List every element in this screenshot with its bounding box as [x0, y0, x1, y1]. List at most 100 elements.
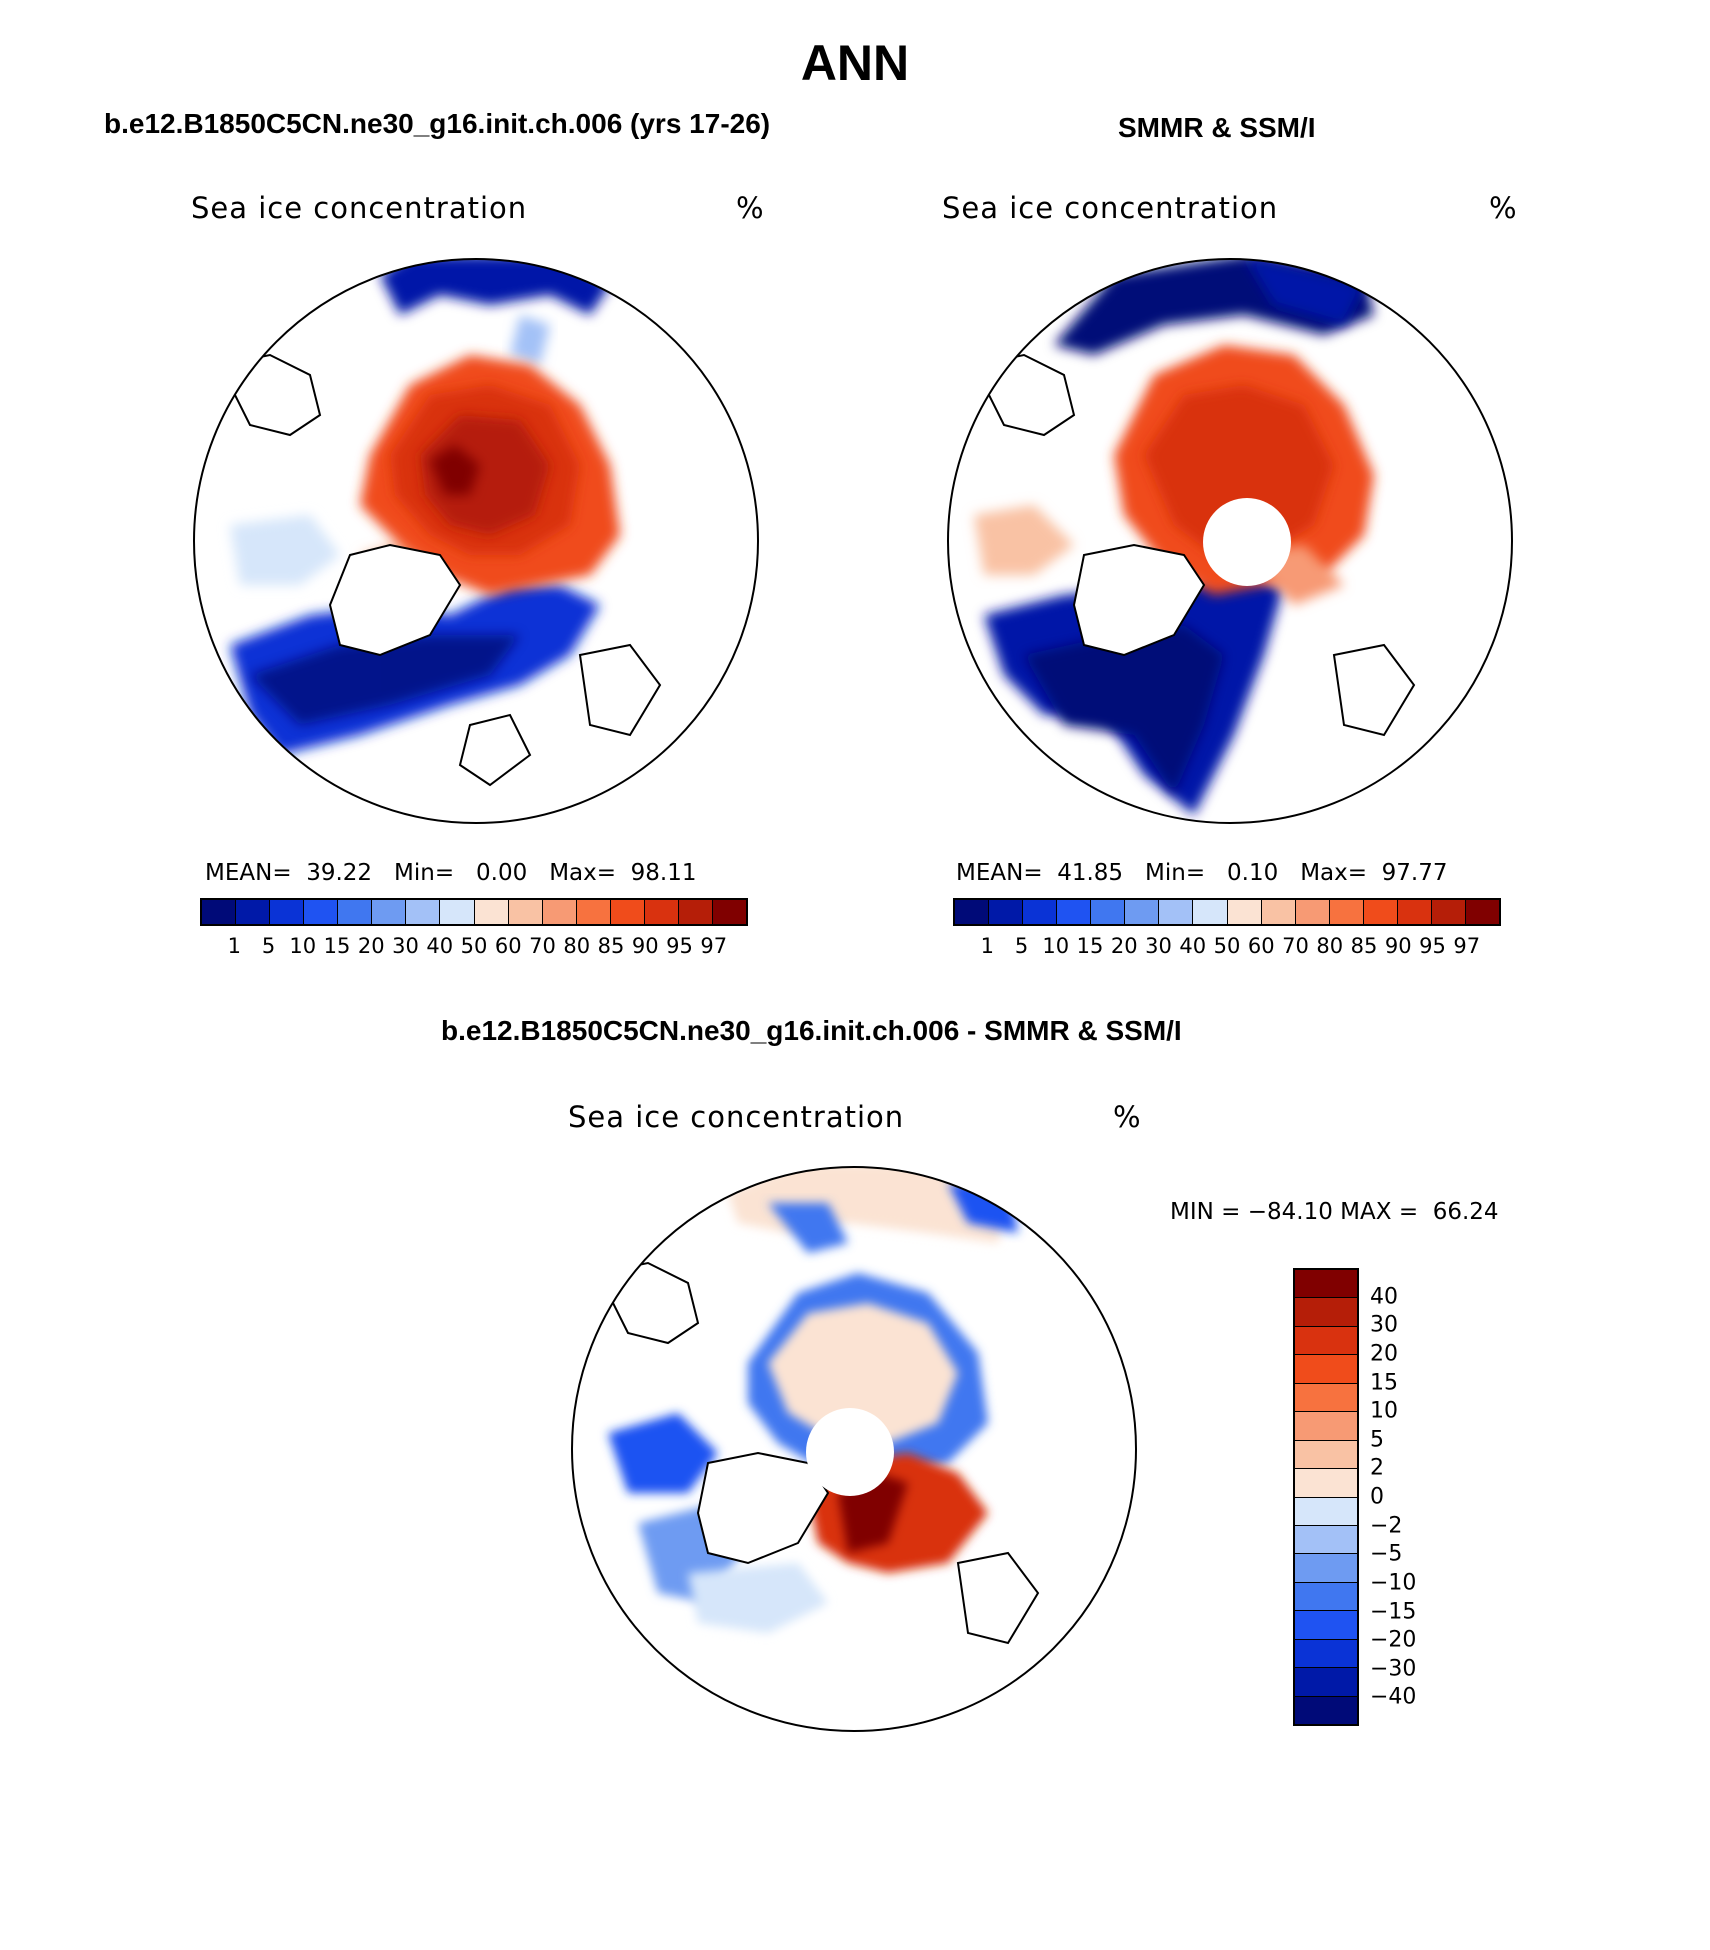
diff-colorbar-cell: [1295, 1469, 1357, 1498]
obs-colorbar-cell: [1295, 900, 1330, 924]
obs-colorbar-tick-label: 50: [1213, 934, 1241, 958]
model-colorbar-tick-label: 97: [700, 934, 728, 958]
diff-colorbar-cell: [1295, 1582, 1357, 1612]
model-colorbar-cell: [712, 900, 746, 924]
diff-colorbar-labels: 40 30 20 15 10 5 2 0 −2 −5 −10 −15 −20 −30 −40: [1370, 1268, 1450, 1726]
obs-unit-label: %: [1489, 191, 1517, 225]
obs-mean-label: MEAN=: [956, 860, 1043, 886]
model-colorbar-cell: [508, 900, 543, 924]
model-colorbar-tick-label: 1: [227, 934, 241, 958]
model-colorbar-cell: [338, 900, 373, 924]
obs-colorbar-tick-label: 60: [1247, 934, 1275, 958]
diff-colorbar-cell: [1295, 1298, 1357, 1327]
model-colorbar-cell: [440, 900, 475, 924]
model-colorbar-labels: 1 5 10 15 20 30 40 50 60 70 80 85 90 95 97: [200, 934, 748, 960]
model-colorbar-tick-label: 15: [323, 934, 351, 958]
model-colorbar-tick-label: 30: [392, 934, 419, 958]
diff-colorbar-tick-label: −15: [1370, 1599, 1417, 1624]
model-colorbar-tick-label: 20: [357, 934, 385, 958]
obs-polar-map: [947, 258, 1513, 824]
obs-colorbar-tick-label: 40: [1179, 934, 1207, 958]
model-mean-value: 39.22: [306, 860, 373, 886]
page-title: ANN: [800, 35, 910, 91]
model-colorbar-cell: [270, 900, 305, 924]
diff-max-value: 66.24: [1432, 1199, 1499, 1225]
model-colorbar-tick-label: 5: [261, 934, 276, 958]
model-colorbar-cell: [610, 900, 645, 924]
obs-colorbar: [953, 898, 1501, 926]
diff-colorbar-cell: [1295, 1611, 1357, 1640]
obs-colorbar-cell: [1465, 900, 1499, 924]
obs-colorbar-cell: [1091, 900, 1126, 924]
diff-colorbar-cell: [1295, 1525, 1357, 1555]
model-colorbar-cell: [678, 900, 713, 924]
model-stats: MEAN= 39.22 Min= 0.00 Max= 98.11: [205, 860, 697, 886]
obs-colorbar-tick-label: 15: [1076, 934, 1104, 958]
diff-colorbar-cell: [1295, 1270, 1357, 1299]
obs-mean-value: 41.85: [1057, 860, 1124, 886]
obs-min-value: 0.10: [1227, 860, 1279, 886]
diff-plot-label: Sea ice concentration: [568, 1100, 905, 1134]
diff-colorbar-tick-label: 2: [1370, 1455, 1384, 1481]
obs-colorbar-tick-label: 85: [1350, 934, 1378, 958]
model-colorbar-tick-label: 95: [666, 934, 693, 958]
diff-colorbar-cell: [1295, 1326, 1357, 1356]
diff-colorbar-tick-label: 15: [1370, 1370, 1398, 1395]
diff-min-value: −84.10: [1247, 1199, 1333, 1225]
obs-colorbar-tick-label: 30: [1145, 934, 1172, 958]
diff-colorbar-tick-label: 0: [1370, 1484, 1384, 1510]
diff-colorbar-tick-label: 20: [1370, 1341, 1398, 1367]
diff-max-label: MAX =: [1340, 1199, 1419, 1225]
diff-min-label: MIN =: [1170, 1199, 1241, 1225]
model-panel-title: b.e12.B1850C5CN.ne30_g16.init.ch.006 (yr…: [104, 108, 771, 139]
obs-colorbar-tick-label: 5: [1014, 934, 1029, 958]
obs-colorbar-cell: [1363, 900, 1398, 924]
diff-colorbar-tick-label: −20: [1370, 1627, 1417, 1653]
obs-colorbar-cell: [1431, 900, 1466, 924]
diff-polar-map: [571, 1166, 1137, 1732]
model-colorbar-cell: [236, 900, 271, 924]
model-mean-label: MEAN=: [205, 860, 292, 886]
diff-stats: MIN = −84.10 MAX = 66.24: [1170, 1199, 1499, 1225]
obs-colorbar-tick-label: 95: [1419, 934, 1446, 958]
model-colorbar-tick-label: 90: [631, 934, 659, 958]
obs-plot-label: Sea ice concentration: [942, 191, 1279, 225]
obs-colorbar-cell: [1057, 900, 1092, 924]
obs-colorbar-cell: [1329, 900, 1364, 924]
obs-colorbar-tick-label: 70: [1282, 934, 1309, 958]
model-colorbar-tick-label: 50: [460, 934, 488, 958]
diff-colorbar-tick-label: −2: [1370, 1513, 1403, 1539]
diff-colorbar-cell: [1295, 1383, 1357, 1413]
diff-colorbar-cell: [1295, 1412, 1357, 1441]
diff-colorbar-cell: [1295, 1668, 1357, 1697]
model-colorbar-tick-label: 70: [529, 934, 556, 958]
obs-colorbar-tick-label: 20: [1110, 934, 1138, 958]
model-colorbar-cell: [474, 900, 509, 924]
model-colorbar-cell: [202, 900, 237, 924]
obs-stats: MEAN= 41.85 Min= 0.10 Max= 97.77: [956, 860, 1448, 886]
diff-colorbar-tick-label: 30: [1370, 1312, 1398, 1338]
model-colorbar-tick-label: 80: [563, 934, 591, 958]
obs-colorbar-cell: [989, 900, 1024, 924]
model-colorbar: [200, 898, 748, 926]
diff-colorbar-tick-label: 5: [1370, 1427, 1384, 1453]
model-colorbar-cell: [304, 900, 339, 924]
diff-colorbar-tick-label: −40: [1370, 1684, 1417, 1710]
model-colorbar-cell: [542, 900, 577, 924]
obs-colorbar-cell: [1125, 900, 1160, 924]
obs-colorbar-tick-label: 90: [1384, 934, 1412, 958]
diff-colorbar-tick-label: 40: [1370, 1284, 1398, 1310]
model-colorbar-tick-label: 40: [426, 934, 454, 958]
model-colorbar-tick-label: 60: [494, 934, 522, 958]
obs-colorbar-cell: [1159, 900, 1194, 924]
obs-min-label: Min=: [1145, 860, 1206, 886]
model-max-value: 98.11: [630, 860, 697, 886]
diff-colorbar-cell: [1295, 1497, 1357, 1526]
obs-panel-title: SMMR & SSM/I: [1118, 112, 1316, 143]
model-colorbar-cell: [372, 900, 407, 924]
obs-colorbar-cell: [1193, 900, 1228, 924]
obs-max-value: 97.77: [1381, 860, 1448, 886]
model-unit-label: %: [736, 191, 764, 225]
model-plot-label: Sea ice concentration: [191, 191, 528, 225]
obs-colorbar-cell: [1397, 900, 1432, 924]
